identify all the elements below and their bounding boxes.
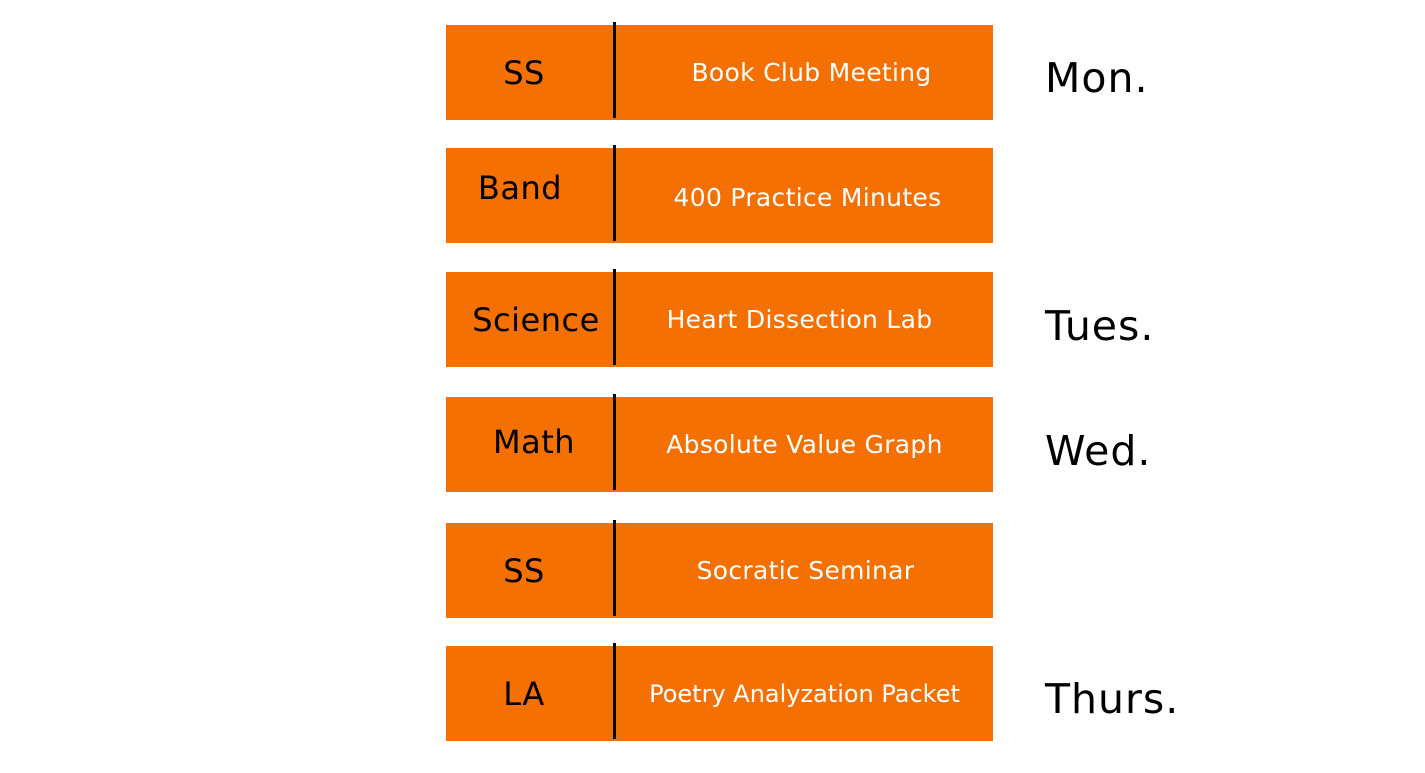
task-label: Book Club Meeting [691,58,932,87]
subject-label: LA [503,674,545,713]
subject-label: Band [477,168,563,207]
task-label: Poetry Analyzation Packet [649,679,960,708]
divider [613,643,616,739]
task-label: Heart Dissection Lab [666,305,933,334]
schedule-row-la-poetry: LA Poetry Analyzation Packet [446,643,993,741]
subject-label: Science [472,300,600,339]
day-label-wed: Wed. [1045,427,1152,475]
subject-label: SS [503,551,545,590]
subject-label: SS [503,53,545,92]
schedule-row-ss-book-club: SS Book Club Meeting [446,22,993,120]
schedule-row-band-practice: Band 400 Practice Minutes [446,145,993,243]
divider [613,394,616,490]
day-label-thurs: Thurs. [1045,675,1180,723]
task-label: 400 Practice Minutes [673,183,942,212]
task-label: Absolute Value Graph [666,430,943,459]
divider [613,520,616,616]
schedule-row-science-lab: Science Heart Dissection Lab [446,269,993,367]
day-label-mon: Mon. [1045,54,1149,102]
divider [613,145,616,241]
day-label-tues: Tues. [1045,302,1155,350]
schedule-row-ss-seminar: SS Socratic Seminar [446,520,993,618]
divider [613,269,616,365]
divider [613,22,616,118]
task-label: Socratic Seminar [696,556,915,585]
subject-label: Math [492,422,576,461]
schedule-row-math-graph: Math Absolute Value Graph [446,394,993,492]
